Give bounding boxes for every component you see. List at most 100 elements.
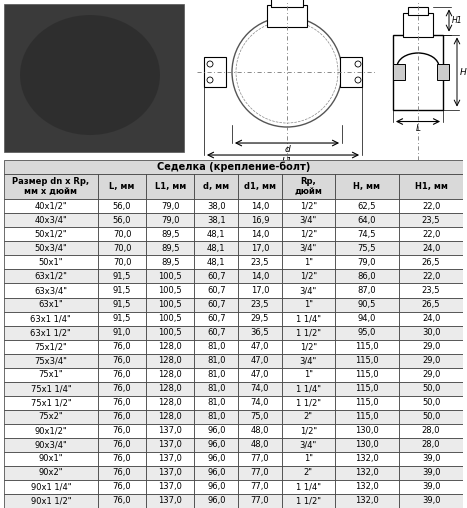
Bar <box>146 241 194 256</box>
Text: 38,0: 38,0 <box>207 202 226 211</box>
Bar <box>282 354 334 368</box>
Bar <box>282 269 334 283</box>
Text: 62,5: 62,5 <box>358 202 376 211</box>
Text: 128,0: 128,0 <box>158 384 182 393</box>
Bar <box>4 174 98 199</box>
Bar <box>334 354 399 368</box>
Bar <box>4 340 98 354</box>
Text: 76,0: 76,0 <box>113 468 131 478</box>
Bar <box>4 228 98 241</box>
Text: 22,0: 22,0 <box>422 230 440 239</box>
Text: d, мм: d, мм <box>203 182 229 191</box>
Bar <box>98 480 146 494</box>
Bar <box>194 480 238 494</box>
Bar <box>98 213 146 228</box>
Text: 95,0: 95,0 <box>358 328 376 337</box>
Bar <box>403 13 433 37</box>
Text: 1/2": 1/2" <box>300 272 317 281</box>
Bar <box>194 396 238 410</box>
Text: 94,0: 94,0 <box>358 314 376 323</box>
Bar <box>4 452 98 466</box>
Text: H, мм: H, мм <box>353 182 380 191</box>
Bar <box>238 396 282 410</box>
Bar <box>98 283 146 298</box>
Text: 100,5: 100,5 <box>158 300 182 309</box>
Bar <box>334 174 399 199</box>
Text: 63x1/2": 63x1/2" <box>35 272 67 281</box>
Bar <box>194 199 238 213</box>
Text: 63x3/4": 63x3/4" <box>35 286 67 295</box>
Bar <box>399 326 463 340</box>
Bar <box>238 424 282 438</box>
Bar <box>4 298 98 311</box>
Bar <box>399 256 463 269</box>
Text: 96,0: 96,0 <box>207 468 226 478</box>
Bar <box>194 424 238 438</box>
Bar <box>194 174 238 199</box>
Bar <box>334 256 399 269</box>
Bar <box>194 311 238 326</box>
Text: d: d <box>284 145 290 154</box>
Bar <box>238 466 282 480</box>
Bar <box>334 311 399 326</box>
Text: 90x1 1/4": 90x1 1/4" <box>30 483 71 491</box>
Text: 29,0: 29,0 <box>422 342 440 351</box>
Bar <box>194 438 238 452</box>
Bar <box>4 382 98 396</box>
Text: 63x1 1/4": 63x1 1/4" <box>30 314 71 323</box>
Bar <box>146 354 194 368</box>
Text: 16,9: 16,9 <box>251 216 269 225</box>
Bar <box>399 466 463 480</box>
Bar <box>282 438 334 452</box>
Bar <box>399 340 463 354</box>
Bar <box>334 494 399 508</box>
Bar <box>393 35 443 110</box>
Text: 3/4": 3/4" <box>299 244 317 253</box>
Bar <box>334 368 399 382</box>
Bar <box>146 494 194 508</box>
Bar <box>238 174 282 199</box>
Text: 48,1: 48,1 <box>207 244 226 253</box>
Bar <box>194 410 238 424</box>
Bar <box>399 269 463 283</box>
Text: 24,0: 24,0 <box>422 244 440 253</box>
Bar <box>146 174 194 199</box>
Text: 90x1": 90x1" <box>39 454 63 463</box>
Bar <box>282 298 334 311</box>
Bar <box>334 340 399 354</box>
Text: 96,0: 96,0 <box>207 496 226 505</box>
Text: 91,5: 91,5 <box>113 314 131 323</box>
Bar <box>399 368 463 382</box>
Bar <box>146 438 194 452</box>
Bar <box>334 283 399 298</box>
Bar <box>146 424 194 438</box>
Bar <box>98 241 146 256</box>
Bar <box>98 466 146 480</box>
Bar <box>282 256 334 269</box>
Text: 75x1": 75x1" <box>38 370 63 379</box>
Bar <box>4 256 98 269</box>
Bar <box>238 311 282 326</box>
Text: 70,0: 70,0 <box>113 258 131 267</box>
Text: 137,0: 137,0 <box>158 440 182 450</box>
Text: 76,0: 76,0 <box>113 384 131 393</box>
Text: 3/4": 3/4" <box>299 286 317 295</box>
Text: 77,0: 77,0 <box>251 468 269 478</box>
Text: 91,5: 91,5 <box>113 286 131 295</box>
Bar <box>194 340 238 354</box>
FancyBboxPatch shape <box>4 4 184 152</box>
Text: 50,0: 50,0 <box>422 398 440 407</box>
Bar <box>282 368 334 382</box>
Bar <box>282 228 334 241</box>
Bar <box>194 466 238 480</box>
Text: 1 1/2": 1 1/2" <box>296 398 321 407</box>
Bar <box>194 368 238 382</box>
Text: H1, мм: H1, мм <box>415 182 447 191</box>
Bar <box>146 382 194 396</box>
Bar <box>4 354 98 368</box>
Bar <box>4 424 98 438</box>
Text: 74,5: 74,5 <box>358 230 376 239</box>
Text: 39,0: 39,0 <box>422 454 440 463</box>
Bar <box>399 174 463 199</box>
Text: 14,0: 14,0 <box>251 272 269 281</box>
